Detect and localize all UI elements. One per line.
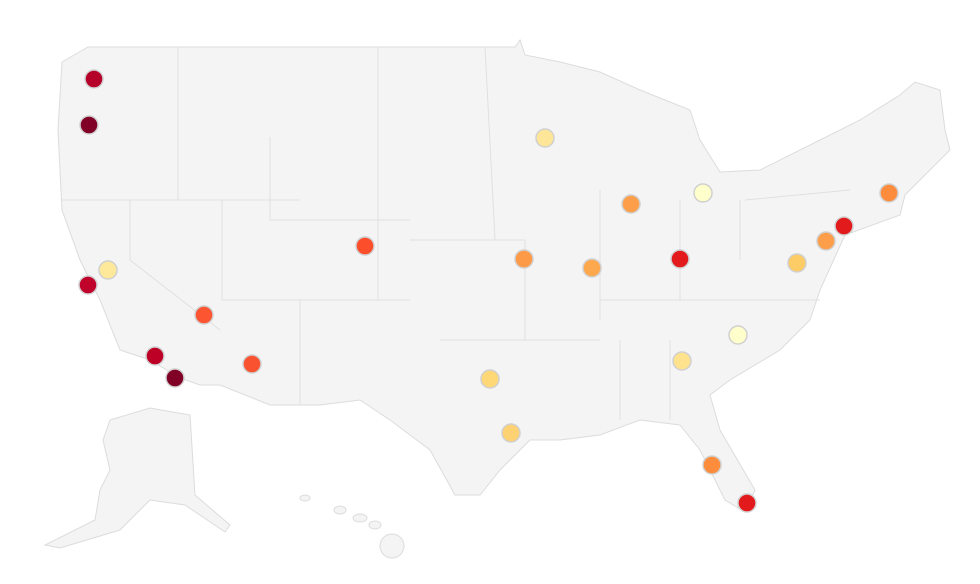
point [194,305,214,325]
point [514,249,534,269]
point [535,128,555,148]
point [879,183,899,203]
point [242,354,262,374]
points [78,69,899,513]
point [834,216,854,236]
point [84,69,104,89]
point [672,351,692,371]
point [78,275,98,295]
point [693,183,713,203]
point [165,368,185,388]
point [79,115,99,135]
hawaii [299,494,405,559]
point [480,369,500,389]
point [582,258,602,278]
point [670,249,690,269]
point [355,236,375,256]
state-borders [62,46,851,420]
point [737,493,757,513]
point [98,260,118,280]
point [145,346,165,366]
lower-48 [57,38,951,513]
alaska [43,407,231,549]
point [787,253,807,273]
point [816,231,836,251]
point [702,455,722,475]
point [728,325,748,345]
point [501,423,521,443]
point [621,194,641,214]
